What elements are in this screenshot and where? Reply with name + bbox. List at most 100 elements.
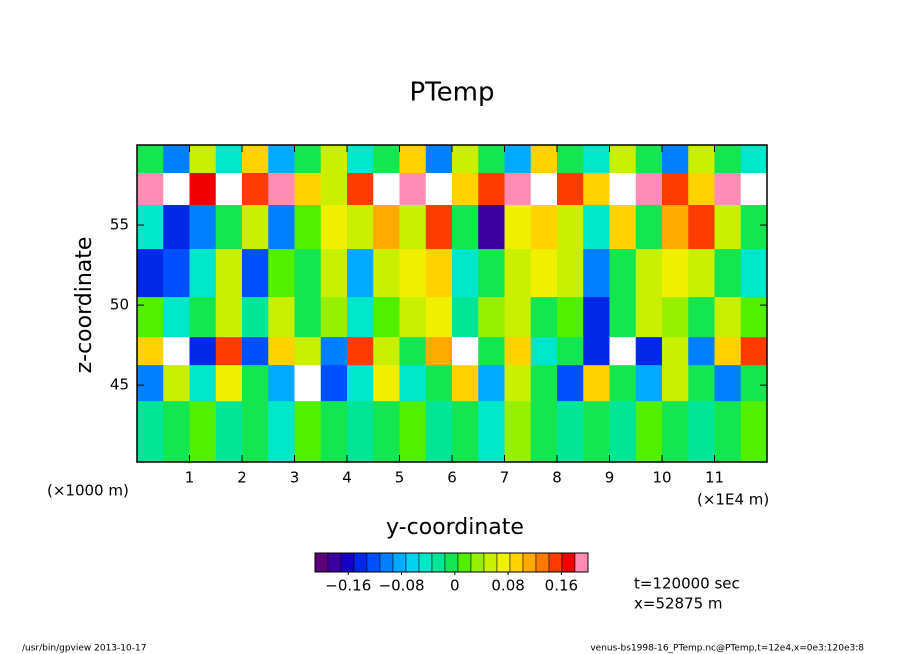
cell (294, 365, 322, 402)
cell (557, 205, 584, 250)
cell (452, 145, 479, 174)
cell (268, 401, 295, 463)
cell (215, 249, 243, 298)
cell (688, 401, 715, 463)
cell (425, 401, 453, 463)
cell (530, 401, 558, 463)
cell (425, 145, 453, 174)
cell (399, 365, 427, 402)
cell (609, 173, 637, 206)
cell (294, 205, 322, 250)
cell (583, 173, 610, 206)
cell (215, 145, 243, 174)
cell (452, 337, 479, 366)
cell (688, 205, 715, 250)
cell (714, 249, 742, 298)
cell (373, 249, 400, 298)
cell (662, 337, 689, 366)
cell (635, 145, 663, 174)
colorbar-box (314, 552, 329, 573)
chart-title: PTemp (410, 78, 495, 108)
cell (557, 173, 584, 206)
cell (242, 205, 269, 250)
cell (425, 297, 453, 338)
cell (688, 145, 715, 174)
cell (215, 337, 243, 366)
cell (662, 297, 689, 338)
cell (242, 401, 269, 463)
cell (740, 365, 768, 402)
cell (504, 401, 532, 463)
footer: /usr/bin/gpview 2013-10-17 (22, 644, 146, 654)
cell (320, 297, 348, 338)
cell (163, 365, 190, 402)
cell (609, 249, 637, 298)
cell (242, 365, 269, 402)
cell (320, 365, 348, 402)
cell (137, 205, 164, 250)
cell (583, 297, 610, 338)
colorbar-box (379, 552, 394, 573)
x-tick-label: 7 (500, 469, 510, 487)
cell (373, 401, 400, 463)
cell (478, 297, 505, 338)
cell (425, 205, 453, 250)
colorbar-box (574, 552, 589, 573)
cell (740, 145, 768, 174)
cell (635, 337, 663, 366)
cell (635, 401, 663, 463)
cell (740, 173, 768, 206)
cell (373, 145, 400, 174)
cell (688, 297, 715, 338)
colorbar-box (392, 552, 407, 573)
cell (268, 205, 295, 250)
cell (268, 249, 295, 298)
cell (504, 249, 532, 298)
cell (688, 365, 715, 402)
cell (163, 205, 190, 250)
cell (399, 337, 427, 366)
cell (320, 337, 348, 366)
cell (504, 365, 532, 402)
colorbar-box (470, 552, 485, 573)
cell (399, 145, 427, 174)
cell (635, 249, 663, 298)
cell (688, 337, 715, 366)
colorbar-box (353, 552, 368, 573)
cell (530, 249, 558, 298)
colorbar-tick-label: 0 (450, 577, 460, 595)
colorbar-box (483, 552, 498, 573)
footer: venus-bs1998-16_PTemp.nc@PTemp,t=12e4,x=… (590, 644, 864, 654)
cell (189, 205, 217, 250)
cell (583, 249, 610, 298)
cell (137, 173, 164, 206)
cell (399, 401, 427, 463)
cell (320, 173, 348, 206)
cell (583, 401, 610, 463)
annotation: t=120000 sec (634, 575, 740, 593)
cell (714, 297, 742, 338)
cell (530, 337, 558, 366)
cell (688, 173, 715, 206)
cell (635, 205, 663, 250)
cell (242, 249, 269, 298)
cell (373, 297, 400, 338)
y-tick-label: 50 (110, 296, 129, 314)
cell (189, 337, 217, 366)
colorbar-box (457, 552, 472, 573)
cell (557, 297, 584, 338)
cell (504, 173, 532, 206)
cell (740, 401, 768, 463)
cell (504, 205, 532, 250)
cell (740, 297, 768, 338)
cell (452, 173, 479, 206)
x-unit-right: (×1E4 m) (697, 491, 769, 509)
cell (478, 145, 505, 174)
cell (557, 337, 584, 366)
cell (294, 249, 322, 298)
cell (478, 173, 505, 206)
cell (347, 297, 374, 338)
colorbar-box (548, 552, 563, 573)
cell (583, 145, 610, 174)
